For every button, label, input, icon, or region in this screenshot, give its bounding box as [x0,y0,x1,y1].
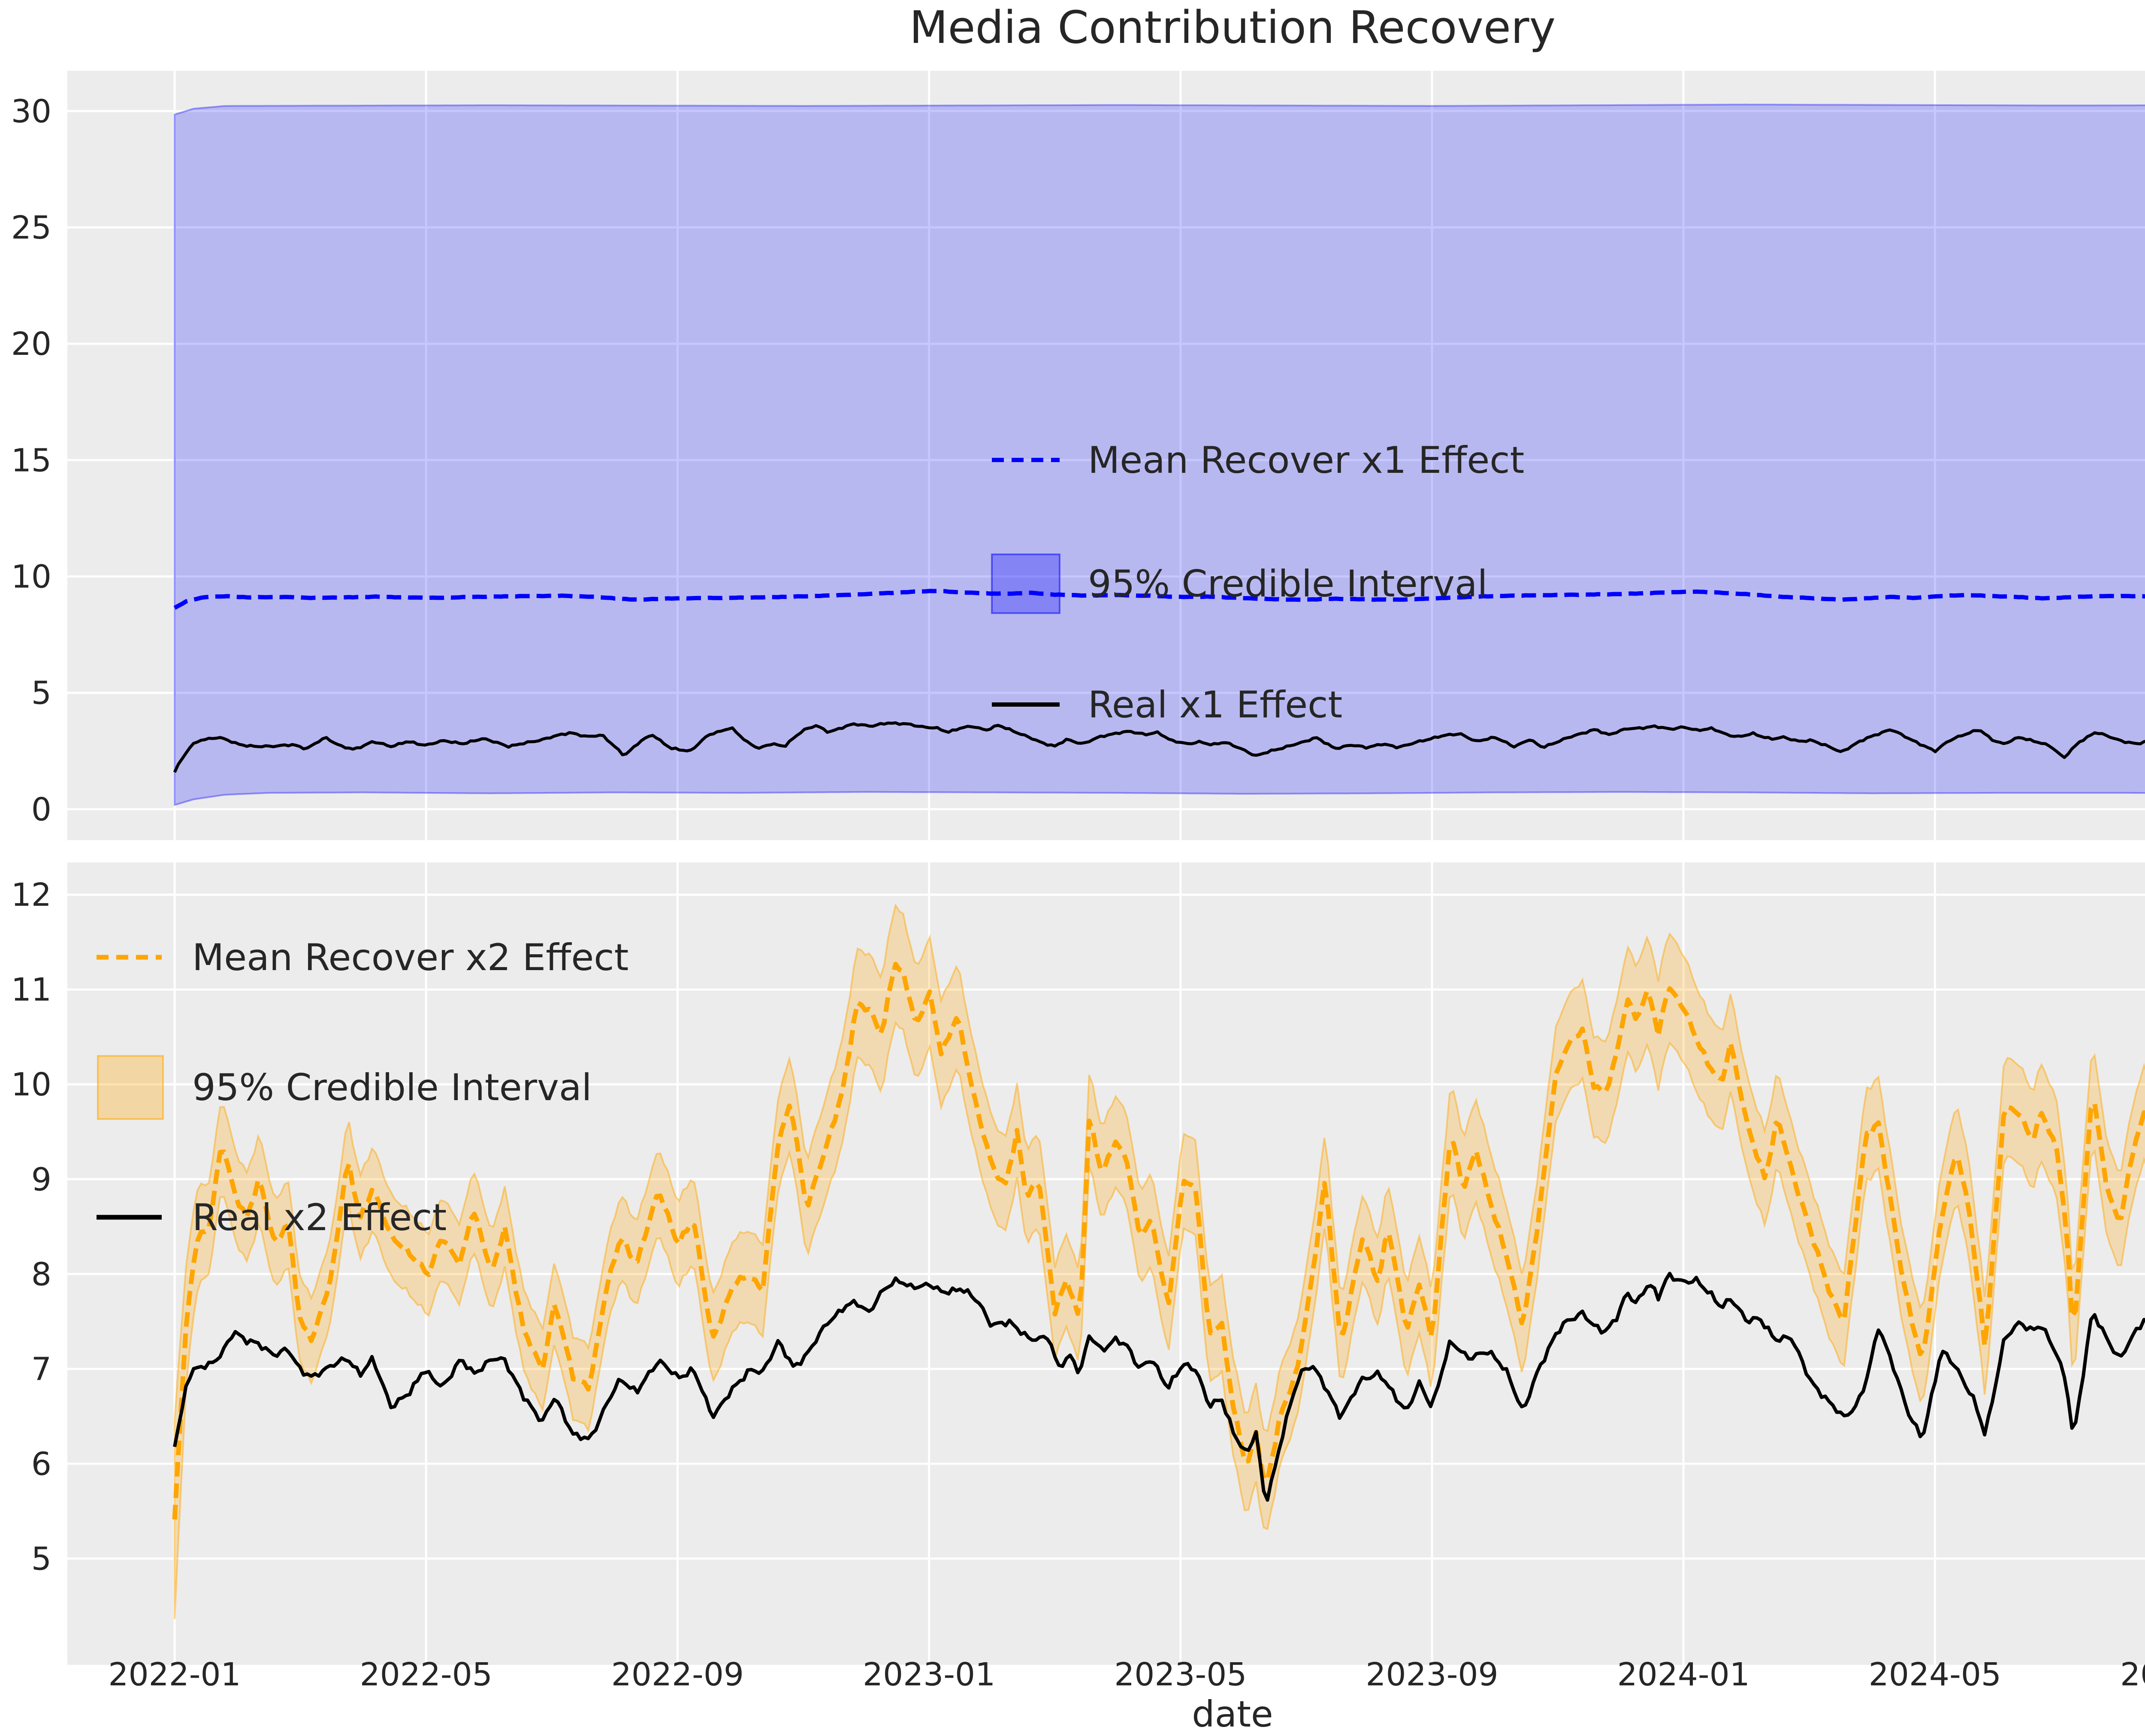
x-tick-label: 2023-01 [863,1656,995,1693]
top-panel-series [173,103,2145,806]
legend-label-real-x1: Real x1 Effect [1088,684,1342,726]
y-tick-label: 8 [31,1256,51,1293]
y-tick-label: 7 [31,1351,51,1388]
x-tick-label: 2024-01 [1617,1656,1750,1693]
mean-recover-line [173,589,2145,610]
x-tick-label: 2023-05 [1114,1656,1247,1693]
bottom-panel-series [172,903,2145,1619]
legend-orange-band-patch-icon [97,1055,164,1120]
y-tick-label: 0 [31,791,51,828]
x-tick-label: 2022-09 [611,1656,744,1693]
bottom-panel-gridlines [67,862,2145,1665]
x-axis-label: date [1192,1693,1273,1735]
legend-label-mean-x1: Mean Recover x1 Effect [1088,439,1524,482]
y-tick-label: 10 [11,1066,51,1103]
real-effect-line [173,1272,2145,1502]
real-effect-line [173,721,2145,773]
legend-label-ci-x2: 95% Credible Interval [192,1066,592,1109]
x-tick-label: 2024-05 [1869,1656,2001,1693]
y-tick-label: 9 [31,1161,51,1198]
y-tick-label: 25 [11,209,51,246]
top-panel-y-tick-labels: 0 5 10 15 20 25 30 [11,93,51,828]
bottom-panel-y-tick-labels: 5 6 7 8 9 10 11 12 [11,877,51,1577]
y-tick-label: 5 [31,1540,51,1577]
mean-recover-line [172,962,2145,1520]
y-tick-label: 6 [31,1446,51,1482]
legend-label-real-x2: Real x2 Effect [192,1196,447,1239]
x-tick-label: 2023-09 [1366,1656,1498,1693]
legend-blue-band-patch-icon [991,553,1060,614]
x-tick-label: 2024-09 [2120,1656,2145,1693]
x-tick-labels: 2022-01 2022-05 2022-09 2023-01 2023-05 2023-… [108,1656,2145,1693]
y-tick-label: 20 [11,326,51,363]
y-tick-label: 30 [11,93,51,130]
bottom-panel-background [67,862,2145,1665]
legend-label-mean-x2: Mean Recover x2 Effect [192,936,628,979]
x-tick-label: 2022-01 [108,1656,241,1693]
y-tick-label: 12 [11,877,51,913]
top-panel-legend: Mean Recover x1 Effect 95% Credible Inte… [991,439,1524,726]
y-tick-label: 10 [11,559,51,596]
y-tick-label: 11 [11,971,51,1008]
x-tick-label: 2022-05 [360,1656,492,1693]
bottom-panel-legend: Mean Recover x2 Effect 95% Credible Inte… [97,936,628,1239]
credible-interval-band [174,103,2145,806]
chart-title: Media Contribution Recovery [909,1,1556,54]
top-panel-gridlines [67,71,2145,840]
y-tick-label: 15 [11,442,51,479]
legend-label-ci-x1: 95% Credible Interval [1088,563,1487,605]
y-tick-label: 5 [31,675,51,712]
top-panel-background [67,71,2145,840]
